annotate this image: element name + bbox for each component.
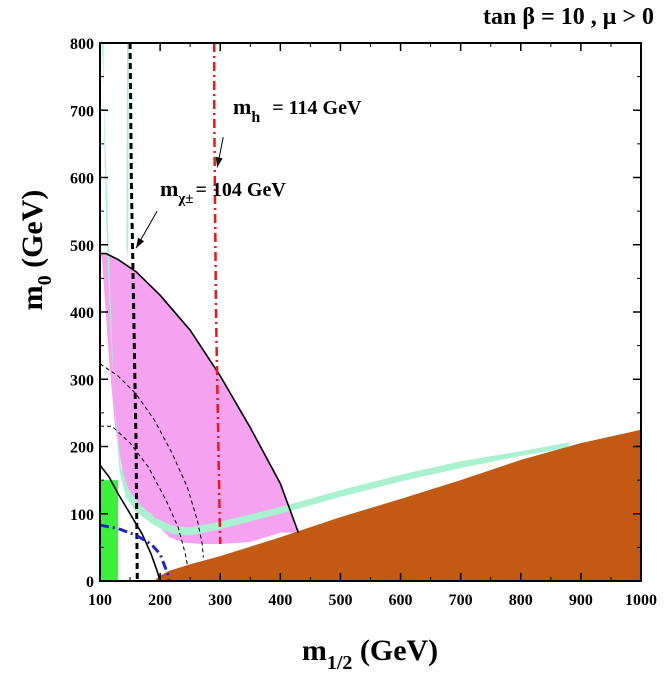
x-tick-label: 500 bbox=[328, 592, 352, 609]
y-tick-label: 300 bbox=[70, 372, 94, 389]
x-tick-label: 300 bbox=[208, 592, 232, 609]
higgs-label-text: = 114 GeV bbox=[272, 97, 362, 119]
y-tick-label: 400 bbox=[70, 305, 94, 322]
chargino-label-text: = 104 GeV bbox=[196, 179, 287, 201]
chargino-arrow-head bbox=[136, 237, 145, 249]
lines-layer bbox=[99, 42, 300, 582]
x-axis-main: m bbox=[302, 634, 327, 667]
higgs-arrow-head bbox=[215, 156, 223, 168]
chargino-label-main: m bbox=[160, 176, 178, 201]
regions-layer bbox=[100, 43, 641, 581]
relic-density-strip bbox=[126, 43, 129, 259]
x-tick-label: 100 bbox=[88, 592, 112, 609]
y-tick-label: 200 bbox=[70, 440, 94, 457]
x-axis-title: m1/2 (GeV) bbox=[302, 634, 438, 674]
x-axis-sub: 1/2 bbox=[327, 652, 353, 674]
y-tick-label: 700 bbox=[70, 103, 94, 120]
y-axis-title: m0 (GeV) bbox=[16, 190, 56, 311]
y-tick-label: 800 bbox=[70, 36, 94, 53]
y-axis-unit: (GeV) bbox=[16, 190, 49, 276]
y-tick-label: 0 bbox=[86, 574, 94, 591]
x-axis-unit: (GeV) bbox=[352, 634, 438, 667]
x-tick-label: 800 bbox=[509, 592, 533, 609]
gminus2-region bbox=[100, 253, 299, 544]
x-tick-label: 700 bbox=[449, 592, 473, 609]
y-tick-label: 600 bbox=[70, 171, 94, 188]
gminus2-outer-contour bbox=[100, 252, 300, 533]
chart-title: tan β = 10 , μ > 0 bbox=[483, 4, 654, 30]
higgs-label-sub: h bbox=[251, 109, 260, 126]
arrows-layer bbox=[135, 137, 224, 249]
x-tick-label: 1000 bbox=[625, 592, 657, 609]
x-tick-label: 200 bbox=[148, 592, 172, 609]
higgs-mass-contour bbox=[212, 43, 222, 545]
higgs-mass-label: mh = 114 GeV bbox=[233, 94, 362, 126]
chargino-label-sub: χ± bbox=[177, 191, 193, 207]
y-axis-sub: 0 bbox=[34, 275, 56, 285]
y-tick-label: 100 bbox=[70, 507, 94, 524]
blue-dashdot-contour bbox=[99, 523, 171, 582]
gminus2-inner-dashed bbox=[100, 425, 189, 568]
higgs-label-main: m bbox=[233, 94, 251, 119]
charged-lsp-region bbox=[154, 429, 641, 581]
ticks-layer: 100 200 300 400 500 600 700 800 900 1000010020030… bbox=[70, 36, 657, 609]
y-axis-main: m bbox=[16, 285, 49, 310]
x-tick-label: 900 bbox=[569, 592, 593, 609]
x-tick-label: 600 bbox=[389, 592, 413, 609]
chargino-mass-label: mχ± = 104 GeV bbox=[160, 176, 286, 207]
x-tick-label: 400 bbox=[268, 592, 292, 609]
bsgamma-excluded-region bbox=[100, 480, 118, 581]
y-tick-label: 500 bbox=[70, 238, 94, 255]
gminus2-outer-dashed bbox=[99, 363, 204, 558]
